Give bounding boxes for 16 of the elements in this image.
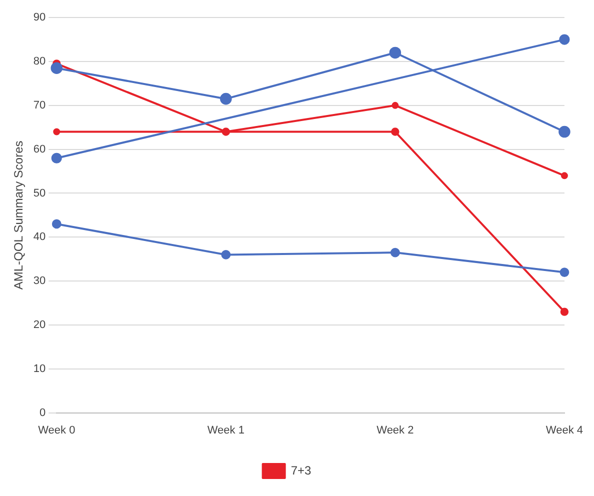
y-tick-label: 70 [33,99,46,112]
x-tick-label: Week 1 [207,424,244,436]
x-tick-label: Week 0 [38,424,76,436]
y-tick-label: 50 [33,187,46,200]
y-tick-label: 10 [33,362,46,375]
y-tick-label: 80 [33,56,46,68]
legend-label: 7+3 [290,463,312,478]
y-axis-title: AML-QOL Summary Scores [12,140,26,290]
y-tick-label: 20 [33,319,46,332]
y-tick-label: 0 [40,406,46,419]
y-tick-label: 40 [33,231,46,244]
y-tick-label: 60 [33,143,46,156]
y-tick-label: 30 [33,275,46,288]
x-tick-label: Week 2 [376,424,414,436]
x-tick-label: Week 4 [546,424,583,436]
y-tick-label: 90 [33,12,46,24]
